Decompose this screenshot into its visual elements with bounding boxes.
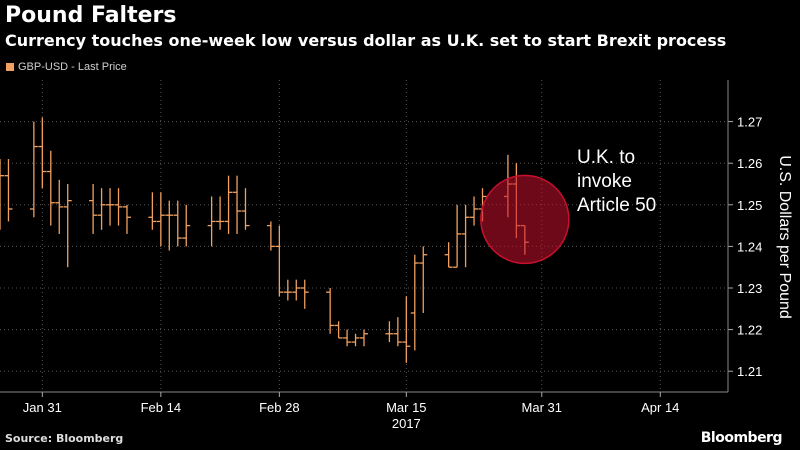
y-axis-label: U.S. Dollars per Pound bbox=[776, 155, 793, 319]
ohlc-bar bbox=[444, 242, 453, 268]
y-tick-label: 1.24 bbox=[737, 239, 762, 254]
ohlc-bar bbox=[419, 246, 428, 313]
ohlc-bar bbox=[122, 204, 131, 234]
ohlc-bar bbox=[89, 184, 98, 234]
ohlc-bar bbox=[0, 159, 4, 230]
y-tick-label: 1.21 bbox=[737, 364, 762, 379]
ohlc-bar bbox=[283, 279, 292, 301]
x-axis-ticks: Jan 31 Feb 14 Feb 28 Mar 15 Mar 31 Apr 14 bbox=[23, 392, 679, 415]
ohlc-bar bbox=[63, 184, 72, 268]
ohlc-bar bbox=[275, 225, 284, 297]
ohlc-bar bbox=[97, 188, 106, 230]
x-tick-label: Jan 31 bbox=[23, 400, 62, 415]
ohlc-bar bbox=[266, 221, 275, 251]
ohlc-bar bbox=[207, 196, 216, 247]
ohlc-bar bbox=[55, 179, 64, 234]
legend: GBP-USD - Last Price bbox=[6, 61, 127, 73]
ohlc-bar bbox=[410, 254, 419, 351]
ohlc-bar bbox=[402, 296, 411, 363]
legend-label: GBP-USD - Last Price bbox=[18, 61, 127, 73]
y-tick-label: 1.22 bbox=[737, 323, 762, 338]
x-tick-label: Mar 31 bbox=[522, 400, 562, 415]
ohlc-bar bbox=[326, 288, 335, 334]
ohlc-bar bbox=[4, 159, 13, 222]
y-axis-ticks: 1.21 1.22 1.23 1.24 1.25 1.26 1.27 bbox=[728, 115, 762, 379]
ohlc-bar bbox=[148, 192, 157, 230]
ohlc-bar bbox=[46, 150, 55, 226]
y-tick-label: 1.23 bbox=[737, 281, 762, 296]
ohlc-bar bbox=[470, 196, 479, 226]
ohlc-bar bbox=[351, 333, 360, 347]
ohlc-bar bbox=[385, 321, 394, 343]
x-tick-label: Feb 14 bbox=[141, 400, 181, 415]
ohlc-bar bbox=[393, 317, 402, 347]
ohlc-bar bbox=[156, 192, 165, 247]
y-tick-label: 1.27 bbox=[737, 115, 762, 130]
highlight-circle bbox=[480, 174, 570, 265]
ohlc-bar bbox=[173, 200, 182, 247]
ohlc-bar bbox=[38, 117, 47, 189]
ohlc-bar bbox=[461, 204, 470, 268]
ohlc-bar bbox=[343, 329, 352, 347]
ohlc-bar bbox=[453, 204, 462, 268]
source-label: Source: Bloomberg bbox=[5, 432, 124, 445]
bloomberg-logo: Bloomberg bbox=[700, 430, 783, 446]
ohlc-bar bbox=[165, 200, 174, 251]
ohlc-bar bbox=[292, 279, 301, 301]
annotation-text: U.K. to invoke Article 50 bbox=[577, 147, 657, 216]
ohlc-bars bbox=[0, 117, 529, 363]
y-tick-label: 1.25 bbox=[737, 198, 762, 213]
ohlc-bar bbox=[29, 121, 38, 218]
x-tick-label: Mar 15 bbox=[386, 400, 426, 415]
x-tick-label: Apr 14 bbox=[641, 400, 679, 415]
y-tick-label: 1.26 bbox=[737, 156, 762, 171]
ohlc-bar bbox=[360, 329, 368, 347]
ohlc-bar bbox=[241, 188, 250, 230]
legend-swatch bbox=[6, 63, 14, 71]
ohlc-bar bbox=[300, 279, 309, 309]
chart-subtitle: Currency touches one-week low versus dol… bbox=[5, 31, 727, 50]
ohlc-bar bbox=[114, 188, 123, 226]
ohlc-bar bbox=[182, 204, 191, 247]
ohlc-bar bbox=[216, 196, 225, 230]
ohlc-bar bbox=[334, 321, 343, 339]
chart-title: Pound Falters bbox=[5, 3, 177, 28]
x-axis-year-label: 2017 bbox=[392, 416, 421, 431]
x-tick-label: Feb 28 bbox=[259, 400, 299, 415]
ohlc-bar bbox=[233, 175, 242, 234]
ohlc-bar bbox=[224, 175, 233, 234]
ohlc-bar bbox=[106, 188, 115, 226]
